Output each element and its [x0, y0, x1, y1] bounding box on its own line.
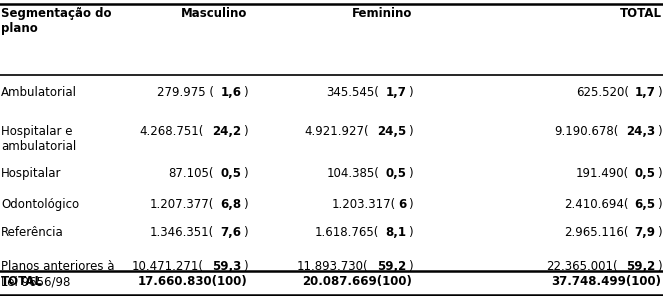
Text: ): ) [243, 226, 247, 239]
Text: 10.471.271(: 10.471.271( [131, 260, 204, 274]
Text: ): ) [657, 86, 662, 99]
Text: 59,3: 59,3 [212, 260, 241, 274]
Text: 1,7: 1,7 [386, 86, 406, 99]
Text: 37.748.499(100): 37.748.499(100) [552, 275, 662, 288]
Text: 20.087.669(100): 20.087.669(100) [302, 275, 412, 288]
Text: ): ) [243, 260, 247, 274]
Text: ): ) [408, 86, 412, 99]
Text: TOTAL: TOTAL [620, 7, 662, 20]
Text: ): ) [408, 198, 412, 211]
Text: ): ) [243, 86, 247, 99]
Text: 17.660.830(100): 17.660.830(100) [137, 275, 247, 288]
Text: 2.965.116(: 2.965.116( [564, 226, 629, 239]
Text: ): ) [657, 226, 662, 239]
Text: ): ) [243, 198, 247, 211]
Text: 87.105(: 87.105( [169, 167, 214, 180]
Text: 24,2: 24,2 [212, 125, 241, 138]
Text: ): ) [408, 125, 412, 138]
Text: 6,8: 6,8 [220, 198, 241, 211]
Text: ): ) [657, 260, 662, 274]
Text: Hospitalar: Hospitalar [1, 167, 62, 180]
Text: 0,5: 0,5 [634, 167, 656, 180]
Text: Ambulatorial: Ambulatorial [1, 86, 78, 99]
Text: ): ) [408, 226, 412, 239]
Text: 6,5: 6,5 [634, 198, 656, 211]
Text: 279.975 (: 279.975 ( [157, 86, 214, 99]
Text: 104.385(: 104.385( [326, 167, 379, 180]
Text: 1.207.377(: 1.207.377( [150, 198, 214, 211]
Text: ): ) [408, 260, 412, 274]
Text: 4.921.927(: 4.921.927( [304, 125, 369, 138]
Text: 59,2: 59,2 [627, 260, 656, 274]
Text: 0,5: 0,5 [385, 167, 406, 180]
Text: 11.893.730(: 11.893.730( [297, 260, 369, 274]
Text: 191.490(: 191.490( [575, 167, 629, 180]
Text: Odontológico: Odontológico [1, 198, 80, 211]
Text: Hospitalar e
ambulatorial: Hospitalar e ambulatorial [1, 125, 76, 153]
Text: 1.346.351(: 1.346.351( [150, 226, 214, 239]
Text: Masculino: Masculino [181, 7, 247, 20]
Text: Planos anteriores à
Lei 9656/98: Planos anteriores à Lei 9656/98 [1, 260, 115, 289]
Text: TOTAL: TOTAL [1, 275, 43, 288]
Text: 7,9: 7,9 [634, 226, 656, 239]
Text: 9.190.678(: 9.190.678( [554, 125, 618, 138]
Text: 7,6: 7,6 [220, 226, 241, 239]
Text: ): ) [243, 125, 247, 138]
Text: 1.203.317(: 1.203.317( [332, 198, 396, 211]
Text: 2.410.694(: 2.410.694( [564, 198, 629, 211]
Text: 1,6: 1,6 [220, 86, 241, 99]
Text: Feminino: Feminino [352, 7, 412, 20]
Text: 59,2: 59,2 [377, 260, 406, 274]
Text: ): ) [657, 167, 662, 180]
Text: ): ) [657, 125, 662, 138]
Text: 345.545(: 345.545( [327, 86, 379, 99]
Text: ): ) [243, 167, 247, 180]
Text: 22.365.001(: 22.365.001( [546, 260, 618, 274]
Text: ): ) [408, 167, 412, 180]
Text: 24,3: 24,3 [627, 125, 656, 138]
Text: 6: 6 [398, 198, 406, 211]
Text: 4.268.751(: 4.268.751( [139, 125, 204, 138]
Text: Referência: Referência [1, 226, 64, 239]
Text: 0,5: 0,5 [220, 167, 241, 180]
Text: Segmentação do
plano: Segmentação do plano [1, 7, 112, 36]
Text: 1.618.765(: 1.618.765( [315, 226, 379, 239]
Text: 625.520(: 625.520( [575, 86, 629, 99]
Text: 1,7: 1,7 [635, 86, 656, 99]
Text: 8,1: 8,1 [385, 226, 406, 239]
Text: ): ) [657, 198, 662, 211]
Text: 24,5: 24,5 [377, 125, 406, 138]
